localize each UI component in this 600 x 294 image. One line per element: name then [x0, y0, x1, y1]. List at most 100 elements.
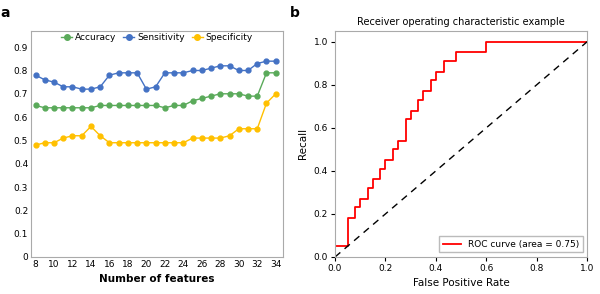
ROC curve (area = 0.75) — [344, 244, 351, 248]
Sensitivity — [161, 71, 169, 75]
ROC curve (area = 0.75) — [377, 167, 384, 171]
Accuracy — [106, 104, 113, 107]
Sensitivity — [32, 74, 39, 77]
Sensitivity — [180, 71, 187, 75]
Sensitivity — [189, 69, 196, 72]
ROC curve (area = 0.75) — [584, 40, 591, 44]
Specificity — [180, 141, 187, 145]
Specificity — [69, 134, 76, 138]
Accuracy — [78, 106, 85, 110]
Sensitivity — [208, 66, 215, 70]
ROC curve (area = 0.75) — [427, 89, 434, 93]
Accuracy — [124, 104, 131, 107]
Specificity — [226, 134, 233, 138]
ROC curve (area = 0.75) — [389, 158, 397, 162]
Sensitivity — [78, 87, 85, 91]
ROC curve (area = 0.75) — [364, 186, 371, 190]
Line: Specificity: Specificity — [33, 91, 278, 148]
Line: ROC curve (area = 0.75): ROC curve (area = 0.75) — [335, 42, 587, 257]
ROC curve (area = 0.75) — [364, 197, 371, 201]
ROC curve (area = 0.75) — [402, 139, 409, 143]
Sensitivity — [106, 74, 113, 77]
ROC curve (area = 0.75) — [452, 51, 460, 54]
ROC curve (area = 0.75) — [470, 51, 478, 54]
Accuracy — [41, 106, 49, 110]
Sensitivity — [254, 62, 261, 65]
Sensitivity — [134, 71, 141, 75]
Specificity — [208, 136, 215, 140]
ROC curve (area = 0.75) — [415, 109, 422, 112]
ROC curve (area = 0.75) — [433, 78, 440, 82]
ROC curve (area = 0.75) — [483, 40, 490, 44]
Accuracy — [32, 104, 39, 107]
Sensitivity — [263, 59, 270, 63]
ROC curve (area = 0.75) — [584, 40, 591, 44]
Sensitivity — [152, 85, 159, 88]
Sensitivity — [143, 87, 150, 91]
Specificity — [217, 136, 224, 140]
Specificity — [189, 136, 196, 140]
Accuracy — [69, 106, 76, 110]
Accuracy — [272, 71, 280, 75]
ROC curve (area = 0.75) — [427, 78, 434, 82]
ROC curve (area = 0.75) — [433, 70, 440, 74]
Accuracy — [235, 92, 242, 96]
Specificity — [272, 92, 280, 96]
Accuracy — [134, 104, 141, 107]
Accuracy — [263, 71, 270, 75]
Accuracy — [50, 106, 58, 110]
Specificity — [152, 141, 159, 145]
Sensitivity — [41, 78, 49, 81]
X-axis label: Number of features: Number of features — [99, 274, 215, 284]
Sensitivity — [170, 71, 178, 75]
Text: a: a — [1, 6, 10, 20]
Accuracy — [161, 106, 169, 110]
ROC curve (area = 0.75) — [331, 244, 338, 248]
ROC curve (area = 0.75) — [377, 178, 384, 181]
ROC curve (area = 0.75) — [483, 51, 490, 54]
ROC curve (area = 0.75) — [415, 98, 422, 101]
Specificity — [32, 143, 39, 147]
ROC curve (area = 0.75) — [402, 117, 409, 121]
Legend: Accuracy, Sensitivity, Specificity: Accuracy, Sensitivity, Specificity — [59, 31, 254, 44]
Title: Receiver operating characteristic example: Receiver operating characteristic exampl… — [357, 17, 565, 27]
Specificity — [59, 136, 67, 140]
Specificity — [254, 127, 261, 131]
ROC curve (area = 0.75) — [407, 117, 415, 121]
Accuracy — [143, 104, 150, 107]
Sensitivity — [69, 85, 76, 88]
ROC curve (area = 0.75) — [389, 148, 397, 151]
ROC curve (area = 0.75) — [356, 206, 364, 209]
Accuracy — [97, 104, 104, 107]
Accuracy — [180, 104, 187, 107]
ROC curve (area = 0.75) — [344, 216, 351, 220]
Accuracy — [254, 94, 261, 98]
ROC curve (area = 0.75) — [420, 89, 427, 93]
Specificity — [106, 141, 113, 145]
ROC curve (area = 0.75) — [458, 51, 465, 54]
Line: Accuracy: Accuracy — [33, 70, 278, 110]
Specificity — [115, 141, 122, 145]
Specificity — [78, 134, 85, 138]
ROC curve (area = 0.75) — [369, 178, 376, 181]
Accuracy — [88, 106, 95, 110]
ROC curve (area = 0.75) — [395, 139, 402, 143]
ROC curve (area = 0.75) — [440, 59, 447, 63]
Sensitivity — [50, 80, 58, 84]
Sensitivity — [226, 64, 233, 68]
Specificity — [170, 141, 178, 145]
ROC curve (area = 0.75) — [553, 40, 560, 44]
Sensitivity — [124, 71, 131, 75]
Accuracy — [59, 106, 67, 110]
ROC curve (area = 0.75) — [445, 59, 452, 63]
Sensitivity — [272, 59, 280, 63]
Accuracy — [217, 92, 224, 96]
ROC curve (area = 0.75) — [382, 167, 389, 171]
Legend: ROC curve (area = 0.75): ROC curve (area = 0.75) — [439, 236, 583, 253]
Sensitivity — [97, 85, 104, 88]
Specificity — [143, 141, 150, 145]
Accuracy — [115, 104, 122, 107]
ROC curve (area = 0.75) — [395, 148, 402, 151]
ROC curve (area = 0.75) — [470, 51, 478, 54]
Specificity — [41, 141, 49, 145]
